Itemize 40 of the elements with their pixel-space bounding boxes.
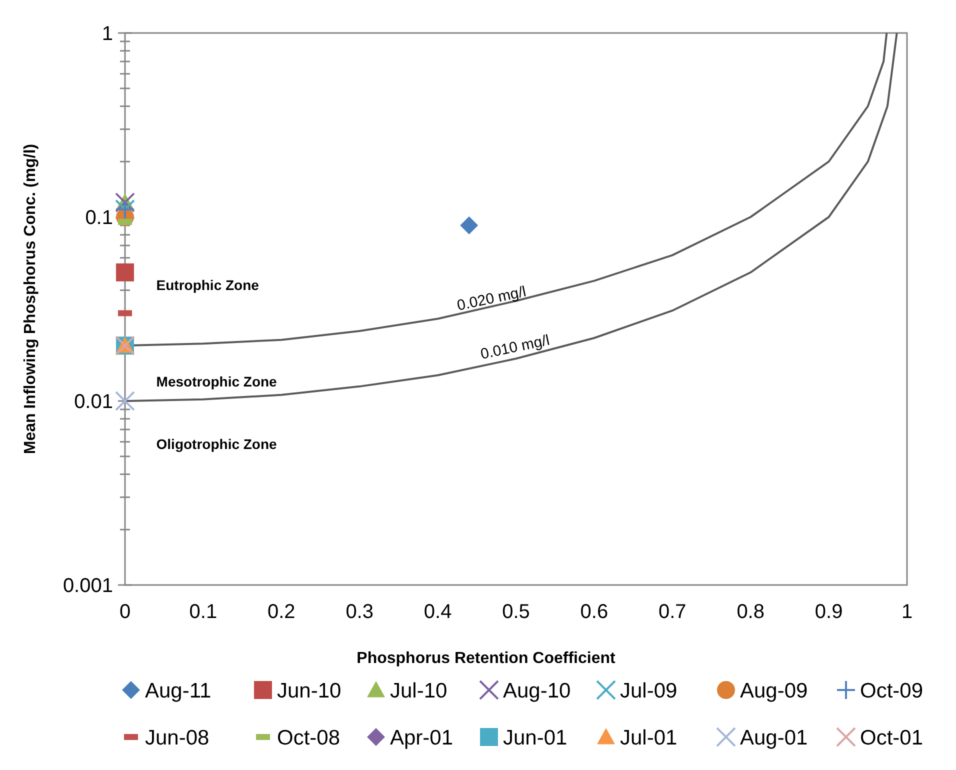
x-axis-title: Phosphorus Retention Coefficient [356, 650, 616, 667]
point [460, 216, 478, 234]
legend-label: Apr-01 [390, 726, 454, 750]
annotation: 0.010 mg/l [479, 332, 552, 364]
legend-label: Jul-09 [620, 679, 678, 702]
legend-label: Oct-08 [277, 726, 340, 750]
x-tick-label: 0.7 [658, 601, 686, 623]
annotation: Eutrophic Zone [156, 277, 260, 294]
y-tick-label: 0.01 [74, 391, 113, 413]
legend-label: Jun-10 [277, 679, 342, 702]
legend-label: Aug-09 [740, 679, 808, 702]
x-tick-label: 0.9 [814, 601, 843, 623]
legend-label: Oct-09 [860, 679, 924, 702]
x-tick-label: 0 [119, 601, 131, 623]
x-tick-label: 0.1 [189, 601, 218, 623]
legend-label: Jun-01 [503, 726, 568, 750]
x-tick-label: 0.6 [580, 601, 608, 623]
line-series [124, 32, 898, 402]
legend-label: Jun-08 [145, 726, 210, 750]
x-tick-label: 1 [901, 601, 913, 623]
annotation: 0.020 mg/l [456, 283, 528, 314]
legend-label: Jul-01 [620, 726, 678, 750]
legend-label: Jul-10 [390, 679, 448, 702]
y-axis-title: Mean Inflowing Phosphorus Conc. (mg/l) [22, 144, 39, 454]
legend-label: Oct-01 [860, 726, 924, 750]
x-tick-label: 0.2 [267, 601, 296, 623]
point [116, 263, 134, 282]
annotation: Mesotrophic Zone [156, 373, 278, 390]
point [115, 391, 135, 411]
y-tick-label: 1 [102, 23, 113, 45]
y-tick-label: 0.1 [85, 207, 113, 229]
y-tick-label: 0.001 [62, 575, 113, 597]
x-tick-label: 0.3 [346, 601, 374, 623]
annotation: Oligotrophic Zone [156, 436, 278, 452]
legend-label: Aug-10 [503, 679, 571, 702]
legend-label: Aug-11 [145, 679, 212, 702]
x-tick-label: 0.8 [736, 601, 765, 623]
legend-label: Aug-01 [740, 726, 808, 750]
x-tick-label: 0.5 [502, 601, 530, 623]
x-tick-label: 0.4 [424, 601, 452, 623]
